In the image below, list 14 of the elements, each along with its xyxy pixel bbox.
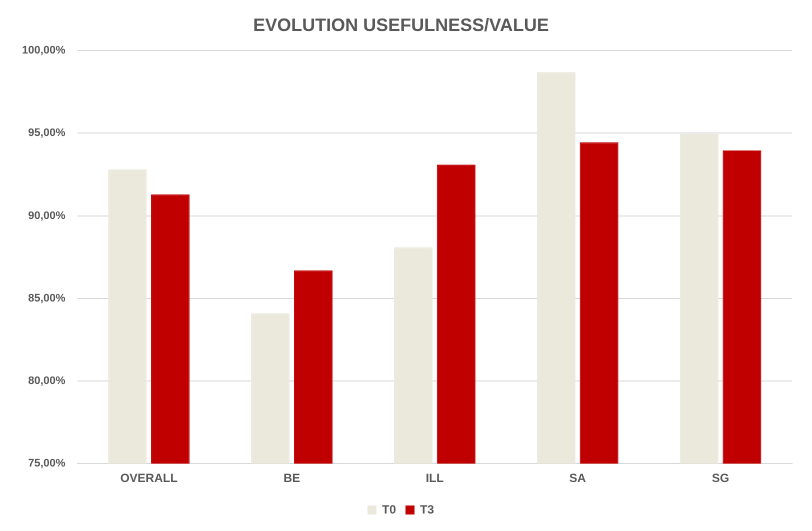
y-tick-label: 100,00% — [22, 44, 66, 57]
y-tick-label: 85,00% — [28, 292, 66, 304]
y-tick-label: 95,00% — [28, 127, 66, 140]
y-tick-label: 80,00% — [28, 375, 66, 388]
y-tick-label: 90,00% — [28, 210, 66, 222]
chart-title: EVOLUTION USEFULNESS/VALUE — [253, 14, 549, 35]
x-tick-label: OVERALL — [120, 471, 178, 486]
x-tick-label: SA — [569, 471, 586, 486]
y-tick-label: 75,00% — [28, 458, 66, 470]
x-tick-label: ILL — [426, 471, 444, 486]
x-tick-label: BE — [283, 471, 300, 486]
legend-label: T0 — [382, 502, 396, 516]
x-tick-label: SG — [712, 471, 730, 486]
legend-label: T3 — [420, 502, 434, 516]
